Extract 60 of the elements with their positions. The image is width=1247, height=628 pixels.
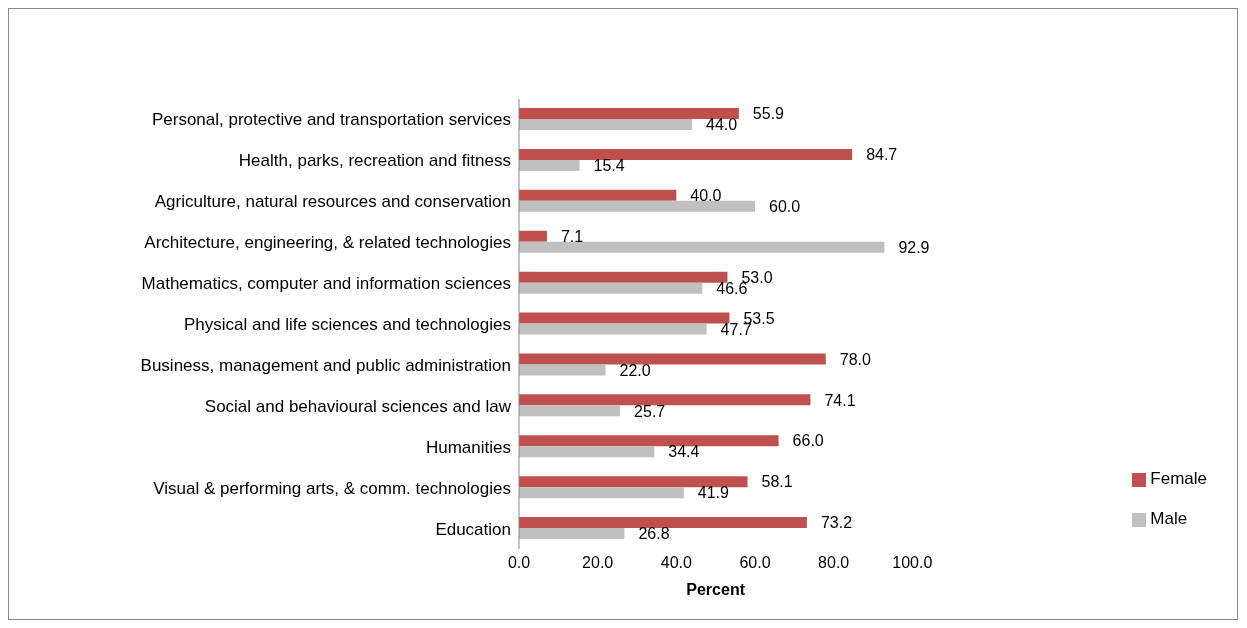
bar xyxy=(519,323,707,335)
x-tick-label: 0.0 xyxy=(507,554,531,572)
bar xyxy=(519,148,853,160)
x-axis-title: Percent xyxy=(686,581,746,598)
data-label: 84.7 xyxy=(866,146,898,164)
bar xyxy=(519,476,748,488)
y-tick-label: Agriculture, natural resources and conservation xyxy=(154,192,511,212)
bar xyxy=(519,282,703,294)
bar xyxy=(519,435,779,447)
bar xyxy=(519,312,730,324)
data-label: 66.0 xyxy=(792,432,824,450)
bar xyxy=(519,108,739,119)
bar xyxy=(519,230,547,242)
y-tick-label: Business, management and public administration xyxy=(140,355,511,375)
data-label: 58.1 xyxy=(761,473,793,491)
x-tick-label: 20.0 xyxy=(582,554,614,572)
bar xyxy=(519,487,684,499)
data-label: 92.9 xyxy=(898,238,930,256)
bar xyxy=(519,405,621,417)
y-tick-label: Mathematics, computer and information sciences xyxy=(141,274,511,294)
y-tick-label: Personal, protective and transportation services xyxy=(151,110,511,130)
data-label: 74.1 xyxy=(824,391,856,409)
data-label: 15.4 xyxy=(593,157,625,175)
data-label: 44.0 xyxy=(706,116,738,134)
y-tick-label: Physical and life sciences and technologies xyxy=(184,315,511,335)
y-tick-label: Health, parks, recreation and fitness xyxy=(238,151,511,171)
bar xyxy=(519,271,728,283)
data-label: 25.7 xyxy=(634,402,666,420)
y-tick-label: Education xyxy=(435,519,511,539)
legend-label: Male xyxy=(1150,509,1188,528)
data-label: 78.0 xyxy=(839,350,872,368)
data-label: 26.8 xyxy=(638,525,670,543)
bar xyxy=(519,364,606,376)
x-tick-label: 40.0 xyxy=(660,554,692,572)
data-label: 41.9 xyxy=(697,484,730,502)
x-tick-label: 80.0 xyxy=(818,554,850,572)
y-tick-label: Social and behavioural sciences and law xyxy=(204,396,512,416)
data-label: 73.2 xyxy=(820,514,853,532)
data-label: 40.0 xyxy=(690,187,722,204)
data-label: 34.4 xyxy=(668,443,700,461)
data-label: 7.1 xyxy=(560,227,584,245)
bar xyxy=(519,200,755,212)
y-tick-label: Visual & performing arts, & comm. technologies xyxy=(153,478,511,498)
bar xyxy=(519,353,826,365)
data-label: 60.0 xyxy=(768,198,801,215)
y-tick-label: Architecture, engineering, & related technologies xyxy=(144,233,511,253)
bar xyxy=(519,189,677,201)
bar xyxy=(519,119,693,130)
bar xyxy=(519,241,885,253)
data-label: 22.0 xyxy=(619,361,651,379)
x-tick-label: 100.0 xyxy=(892,554,933,572)
data-label: 55.9 xyxy=(752,105,785,123)
bar xyxy=(519,394,811,406)
bar xyxy=(519,517,807,529)
legend-label: Female xyxy=(1150,469,1207,488)
y-tick-label: Humanities xyxy=(425,437,511,457)
bar xyxy=(519,159,580,171)
bar xyxy=(519,446,655,458)
x-tick-label: 60.0 xyxy=(739,554,771,572)
bar xyxy=(519,528,625,540)
